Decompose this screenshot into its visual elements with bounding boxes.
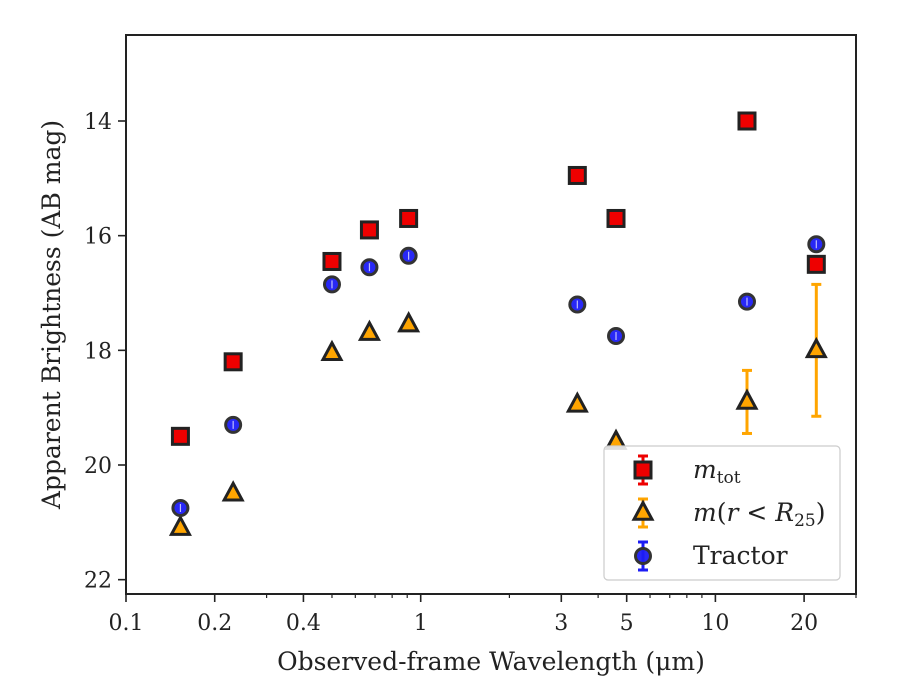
mr25-point	[735, 388, 759, 410]
mtot-point	[170, 426, 190, 446]
x-tick-label: 1	[414, 611, 428, 636]
mr25-point	[565, 391, 589, 413]
y-tick-label: 22	[84, 569, 112, 594]
y-tick-label: 18	[84, 339, 112, 364]
x-axis-label: Observed-frame Wavelength (μm)	[277, 647, 705, 676]
y-tick-label: 16	[84, 225, 112, 250]
mr25-point	[221, 480, 245, 502]
mtot-point	[223, 352, 243, 372]
legend-tractor-marker	[634, 547, 652, 565]
legend-box	[603, 445, 841, 581]
mtot-point	[322, 251, 342, 271]
y-axis: 14 16 18 20 22	[84, 110, 126, 594]
mtot-point	[606, 208, 626, 228]
legend-mr25-marker	[631, 499, 655, 521]
mr25-point	[357, 319, 381, 341]
plot-frame	[125, 34, 857, 595]
x-tick-label: 20	[790, 611, 818, 636]
mtot-point	[359, 220, 379, 240]
series-tractor	[171, 235, 826, 517]
y-axis-label: Apparent Brightness (AB mag)	[37, 120, 66, 510]
legend-label-mr25: m(r < R25)	[693, 498, 826, 531]
x-tick-label: 5	[620, 611, 634, 636]
legend-label-mtot: mtot	[693, 455, 741, 488]
mtot-point	[399, 208, 419, 228]
mtot-point	[737, 111, 757, 131]
x-tick-label: 3	[554, 611, 568, 636]
mtot-point	[806, 254, 826, 274]
x-tick-label: 0.4	[286, 611, 321, 636]
x-tick-label: 0.2	[197, 611, 232, 636]
x-tick-label: 0.1	[109, 611, 144, 636]
mr25-point	[804, 336, 828, 359]
legend: mtot m(r < R25) Tractor	[603, 445, 841, 581]
legend-mtot-marker	[633, 460, 653, 480]
mtot-point	[567, 165, 587, 185]
y-tick-label: 20	[84, 454, 112, 479]
plot-marks	[168, 111, 828, 536]
series-mr25	[168, 282, 828, 536]
x-tick-label: 10	[701, 611, 729, 636]
legend-label-tractor: Tractor	[693, 541, 788, 570]
x-axis: 0.1 0.2 0.4 1 3 5 10 20	[109, 594, 857, 636]
series-mtot	[170, 111, 826, 446]
mr25-point	[168, 514, 192, 536]
mr25-point	[397, 311, 421, 333]
mr25-point	[320, 339, 344, 361]
y-tick-label: 14	[84, 110, 112, 135]
